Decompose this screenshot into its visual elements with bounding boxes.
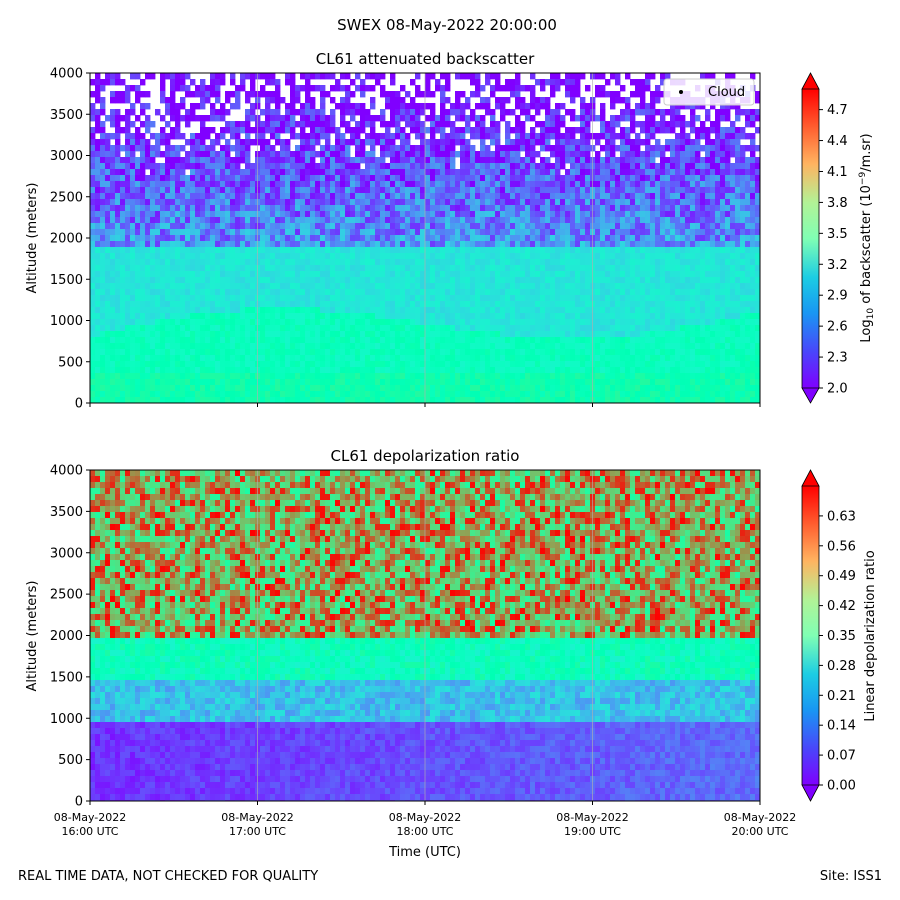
y-tick-label: 500 xyxy=(58,753,83,768)
colorbar-tick-label: 3.8 xyxy=(827,196,848,211)
cloud-marker-icon xyxy=(679,90,683,94)
y-tick-label: 3000 xyxy=(50,149,83,164)
x-tick-label: 08-May-2022 17:00 UTC xyxy=(221,811,293,838)
y-tick-label: 3500 xyxy=(50,108,83,123)
colorbar-tick-label: 0.63 xyxy=(827,509,856,524)
backscatter-y-axis: 0 500 1000 1500 2000 2500 3000 3500 4000 xyxy=(50,67,90,412)
x-tick-label: 08-May-2022 20:00 UTC xyxy=(724,811,796,838)
backscatter-heatmap xyxy=(90,73,760,403)
depolarization-y-label: Altitude (meters) xyxy=(25,581,40,692)
y-tick-label: 1000 xyxy=(50,712,83,727)
y-tick-label: 4000 xyxy=(50,464,83,479)
colorbar-tick-label: 2.9 xyxy=(827,289,848,304)
y-tick-label: 4000 xyxy=(50,67,83,82)
backscatter-colorbar-min-arrow xyxy=(801,387,820,404)
y-tick-label: 1500 xyxy=(50,273,83,288)
colorbar-tick-label: 4.1 xyxy=(827,165,848,180)
depolarization-title: CL61 depolarization ratio xyxy=(331,447,520,465)
backscatter-panel: CL61 attenuated backscatter 0 500 1000 1500… xyxy=(25,50,876,412)
backscatter-colorbar-body xyxy=(802,89,819,388)
depolarization-gridlines xyxy=(257,470,593,801)
colorbar-tick-label: 0.35 xyxy=(827,629,856,644)
colorbar-tick-label: 2.0 xyxy=(827,382,848,397)
colorbar-tick-label: 0.21 xyxy=(827,689,856,704)
backscatter-y-label: Altitude (meters) xyxy=(25,183,40,294)
y-tick-label: 500 xyxy=(58,355,83,370)
backscatter-x-axis xyxy=(89,403,761,407)
colorbar-tick-label: 2.6 xyxy=(827,320,848,335)
colorbar-tick-label: 0.49 xyxy=(827,569,856,584)
colorbar-tick-label: 0.00 xyxy=(827,779,856,794)
depolarization-x-axis: 08-May-2022 16:00 UTC 08-May-2022 17:00 UTC… xyxy=(54,801,796,838)
y-tick-label: 2500 xyxy=(50,588,83,603)
backscatter-gridlines xyxy=(257,73,593,403)
x-tick-label: 08-May-2022 18:00 UTC xyxy=(389,811,461,838)
depolarization-y-axis: 0 500 1000 1500 2000 2500 3000 3500 4000 xyxy=(50,464,90,810)
colorbar-tick-label: 3.5 xyxy=(827,227,848,242)
time-axis-label: Time (UTC) xyxy=(388,845,461,860)
colorbar-tick-label: 2.3 xyxy=(827,351,848,366)
colorbar-tick-label: 0.07 xyxy=(827,749,856,764)
y-tick-label: 0 xyxy=(75,397,83,412)
depolarization-colorbar: 0.00 0.07 0.14 0.21 0.28 0.35 0.42 0.49 0.56 0.63… xyxy=(801,469,878,802)
x-tick-label: 08-May-2022 16:00 UTC xyxy=(54,811,126,838)
cloud-legend[interactable]: Cloud xyxy=(663,78,755,106)
colorbar-tick-label: 4.4 xyxy=(827,134,848,149)
colorbar-tick-label: 3.2 xyxy=(827,258,848,273)
depolarization-colorbar-min-arrow xyxy=(801,784,820,802)
depolarization-colorbar-max-arrow xyxy=(801,469,820,487)
backscatter-colorbar-label: Log10 of backscatter (10−9/m.sr) xyxy=(858,133,876,342)
backscatter-title: CL61 attenuated backscatter xyxy=(316,50,535,68)
colorbar-tick-label: 0.56 xyxy=(827,539,856,554)
colorbar-tick-label: 4.7 xyxy=(827,103,848,118)
y-tick-label: 1000 xyxy=(50,314,83,329)
y-tick-label: 2500 xyxy=(50,190,83,205)
backscatter-colorbar: 2.0 2.3 2.6 2.9 3.2 3.5 3.8 4.1 4.4 4.7 Log10 of … xyxy=(801,72,876,404)
legend-box xyxy=(663,78,755,106)
backscatter-colorbar-max-arrow xyxy=(801,72,820,90)
depolarization-colorbar-label: Linear depolarization ratio xyxy=(863,550,878,721)
y-tick-label: 2000 xyxy=(50,629,83,644)
y-tick-label: 0 xyxy=(75,795,83,810)
figure-suptitle: SWEX 08-May-2022 20:00:00 xyxy=(337,16,557,34)
depolarization-panel: CL61 depolarization ratio 0 500 1000 1500 20… xyxy=(25,447,878,860)
legend-label: Cloud xyxy=(708,85,745,100)
y-tick-label: 2000 xyxy=(50,232,83,247)
y-tick-label: 3000 xyxy=(50,546,83,561)
site-label: Site: ISS1 xyxy=(819,869,882,884)
depolarization-heatmap xyxy=(90,470,760,801)
x-tick-label: 08-May-2022 19:00 UTC xyxy=(556,811,628,838)
colorbar-tick-label: 0.42 xyxy=(827,599,856,614)
y-tick-label: 1500 xyxy=(50,670,83,685)
y-tick-label: 3500 xyxy=(50,505,83,520)
quality-disclaimer: REAL TIME DATA, NOT CHECKED FOR QUALITY xyxy=(18,869,319,884)
depolarization-colorbar-body xyxy=(802,486,819,785)
colorbar-tick-label: 0.28 xyxy=(827,659,856,674)
colorbar-tick-label: 0.14 xyxy=(827,719,856,734)
